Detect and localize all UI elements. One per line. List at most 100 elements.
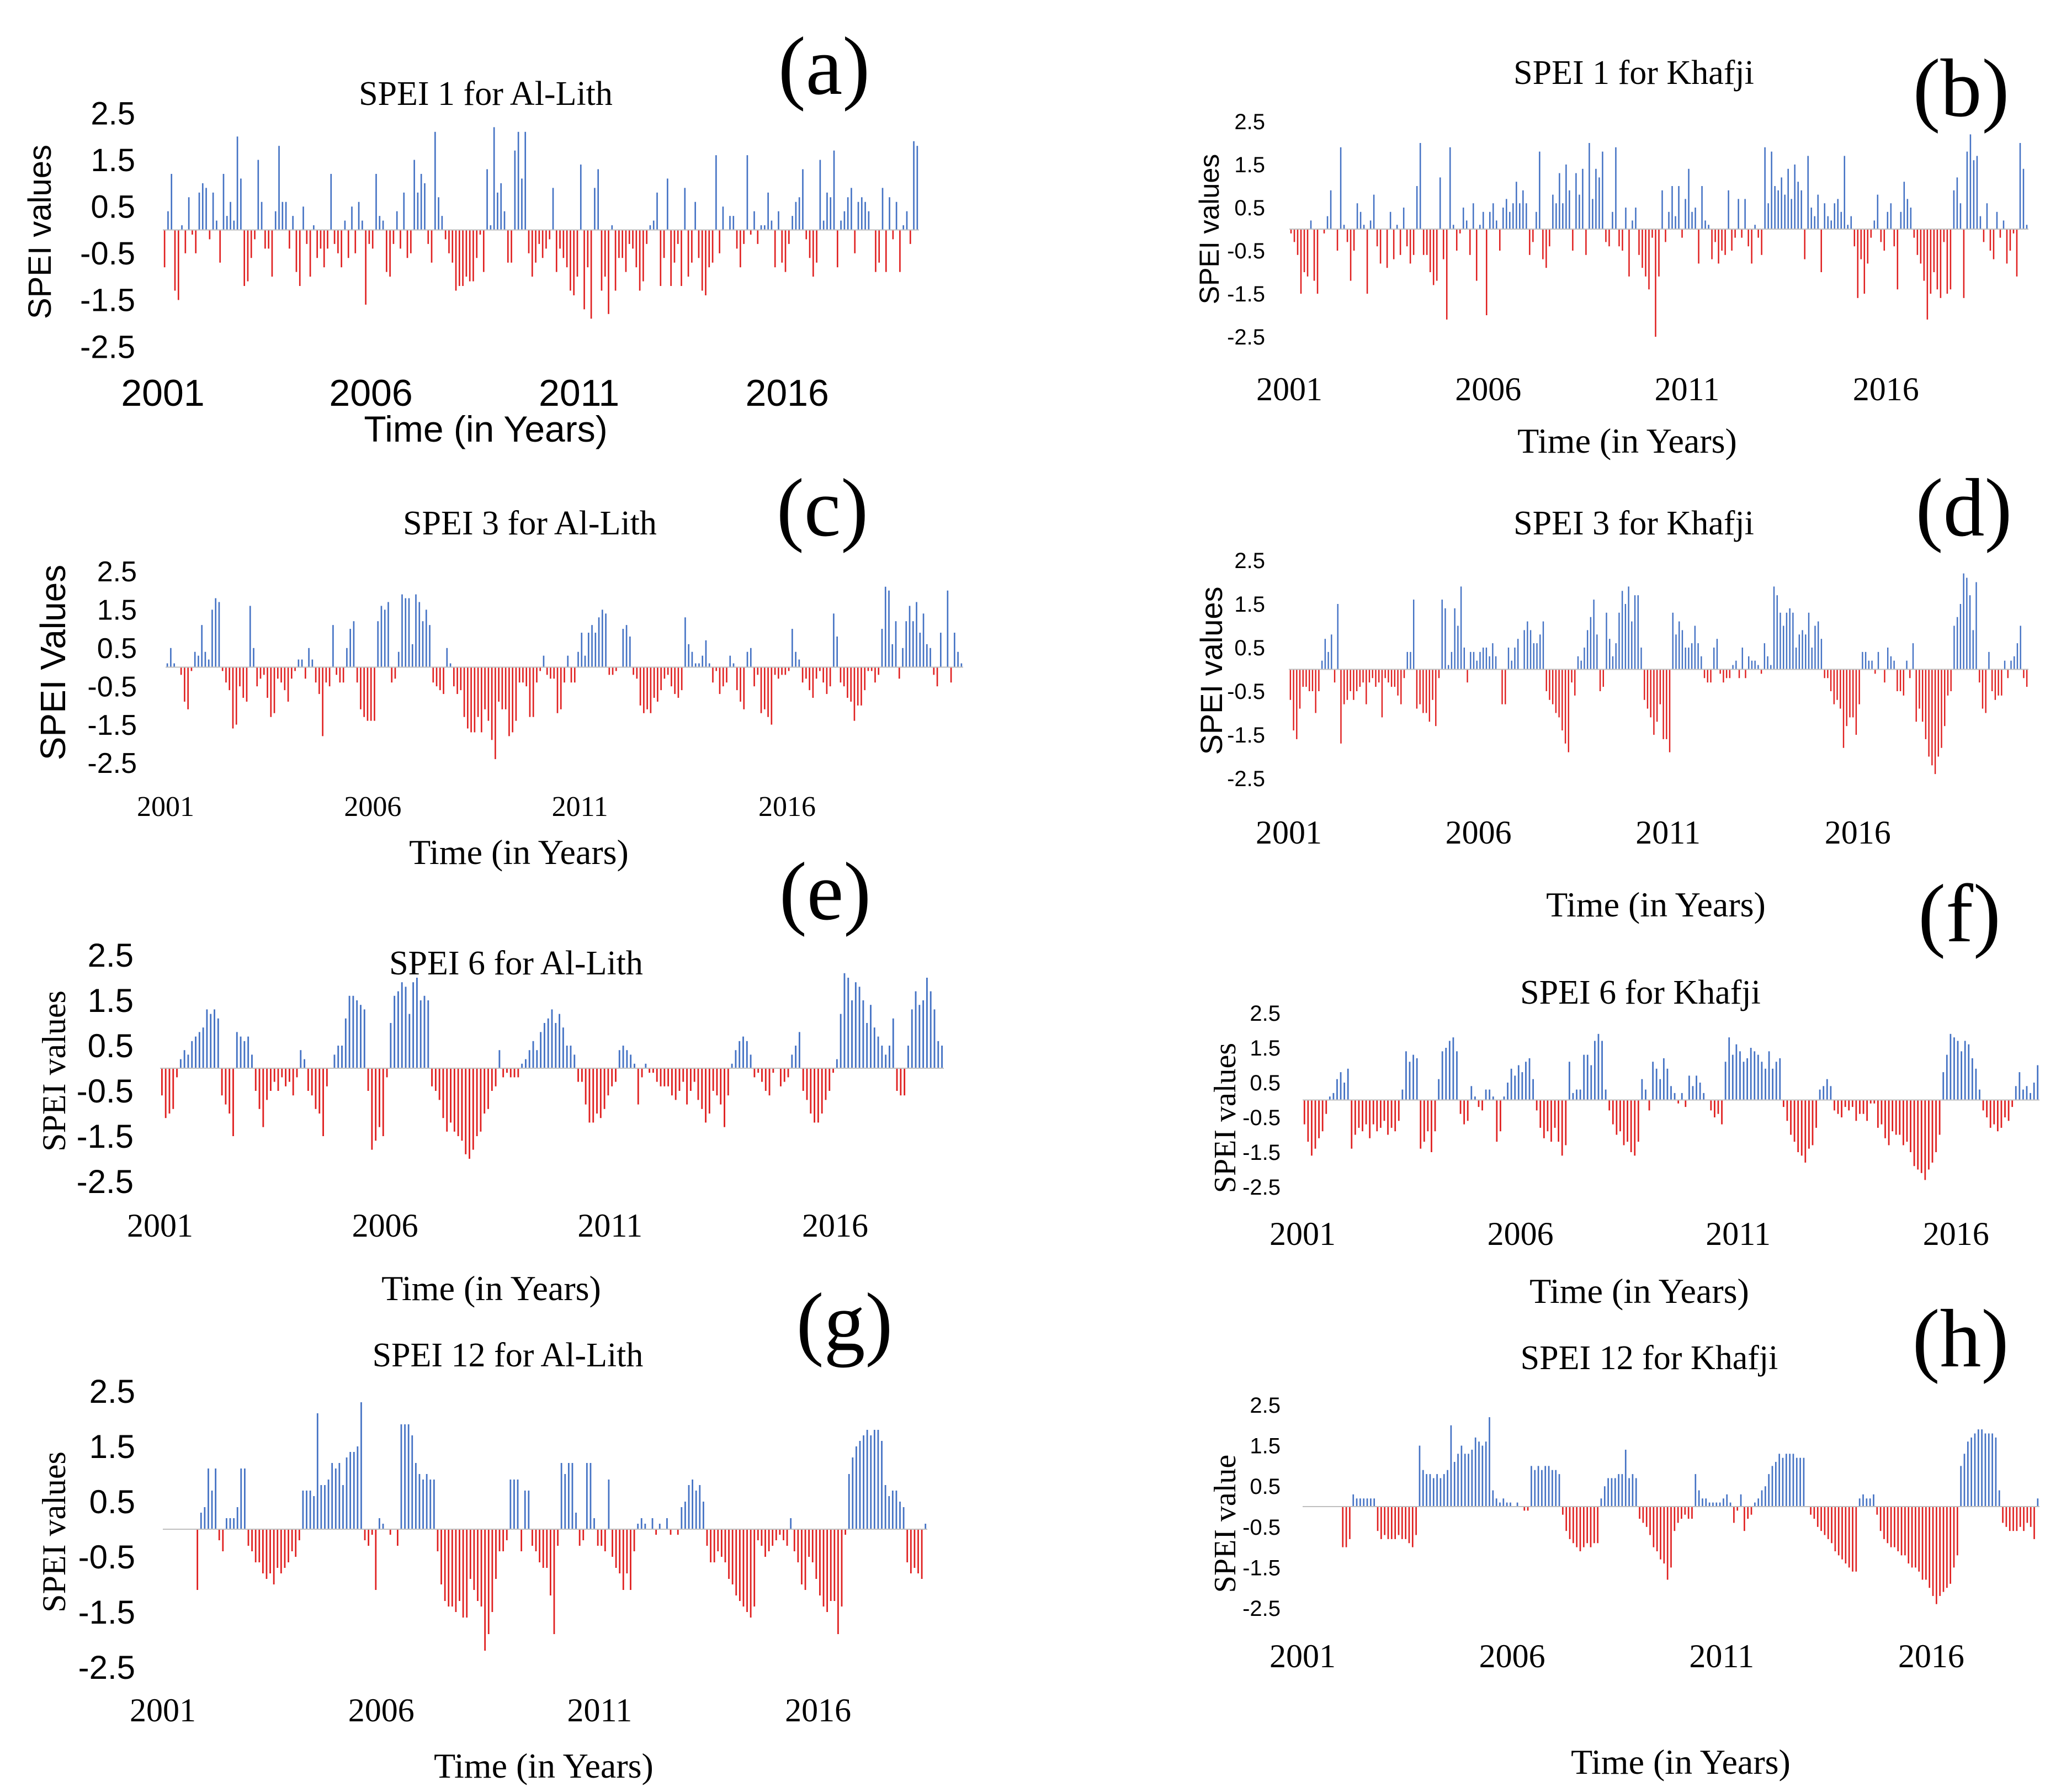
positive-bar bbox=[658, 1524, 661, 1529]
x-axis-title: Time (in Years) bbox=[1529, 1271, 1749, 1311]
positive-bar bbox=[564, 1474, 566, 1529]
negative-bar bbox=[783, 1068, 785, 1082]
positive-bar bbox=[1794, 165, 1796, 229]
negative-bar bbox=[389, 230, 391, 277]
positive-bar bbox=[1779, 1058, 1781, 1100]
negative-bar bbox=[657, 667, 658, 702]
positive-bar bbox=[422, 1480, 424, 1529]
negative-bar bbox=[760, 667, 762, 713]
positive-bar bbox=[895, 1491, 897, 1529]
negative-bar bbox=[1989, 1100, 1991, 1128]
positive-bar bbox=[415, 594, 417, 667]
y-tick-label: 2.5 bbox=[91, 96, 135, 131]
positive-bar bbox=[833, 150, 835, 230]
positive-bar bbox=[166, 663, 168, 667]
negative-bar bbox=[670, 1529, 672, 1535]
positive-bar bbox=[1572, 1093, 1574, 1100]
negative-bar bbox=[671, 1068, 673, 1096]
negative-bar bbox=[809, 667, 810, 691]
negative-bar bbox=[711, 230, 714, 263]
negative-bar bbox=[309, 230, 311, 277]
positive-bar bbox=[2037, 1498, 2039, 1507]
negative-bar bbox=[435, 667, 438, 687]
positive-bar bbox=[1534, 1470, 1536, 1507]
positive-bar bbox=[490, 225, 492, 230]
negative-bar bbox=[1928, 669, 1930, 757]
negative-bar bbox=[1725, 669, 1728, 678]
positive-bar bbox=[1814, 216, 1815, 229]
negative-bar bbox=[453, 1068, 455, 1132]
negative-bar bbox=[1859, 1100, 1861, 1114]
negative-bar bbox=[229, 1068, 231, 1114]
negative-bar bbox=[1394, 1100, 1396, 1132]
negative-bar bbox=[1399, 229, 1401, 255]
positive-bar bbox=[1516, 182, 1517, 229]
positive-bar bbox=[1606, 612, 1607, 670]
positive-bar bbox=[695, 1491, 697, 1529]
positive-bar bbox=[1963, 573, 1964, 670]
negative-bar bbox=[771, 667, 773, 725]
negative-bar bbox=[673, 230, 676, 263]
negative-bar bbox=[258, 1068, 261, 1109]
negative-bar bbox=[306, 230, 308, 244]
negative-bar bbox=[465, 230, 468, 277]
negative-bar bbox=[1733, 1507, 1735, 1523]
negative-bar bbox=[740, 230, 741, 268]
negative-bar bbox=[262, 1529, 264, 1573]
positive-bar bbox=[570, 1046, 572, 1068]
positive-bar bbox=[422, 621, 424, 667]
positive-bar bbox=[1343, 225, 1345, 229]
negative-bar bbox=[1658, 229, 1660, 277]
positive-bar bbox=[1637, 595, 1639, 670]
positive-bar bbox=[446, 648, 448, 667]
positive-bar bbox=[1698, 1490, 1700, 1507]
negative-bar bbox=[832, 1068, 834, 1073]
positive-bar bbox=[1910, 208, 1912, 229]
positive-bar bbox=[702, 655, 704, 667]
positive-bar bbox=[1509, 211, 1511, 229]
negative-bar bbox=[1852, 1507, 1853, 1572]
positive-bar bbox=[1539, 634, 1541, 670]
negative-bar bbox=[2007, 669, 2009, 678]
negative-bar bbox=[470, 667, 472, 733]
negative-bar bbox=[559, 230, 561, 249]
positive-bar bbox=[795, 202, 797, 230]
y-axis-title: SPEI value bbox=[1208, 1455, 1242, 1593]
negative-bar bbox=[1793, 1100, 1796, 1142]
positive-bar bbox=[1977, 1429, 1979, 1507]
positive-bar bbox=[1485, 1089, 1487, 1100]
negative-bar bbox=[726, 667, 727, 683]
negative-bar bbox=[1893, 229, 1895, 247]
positive-bar bbox=[517, 131, 519, 230]
positive-bar bbox=[1712, 1502, 1714, 1507]
positive-bar bbox=[1555, 203, 1557, 229]
positive-bar bbox=[907, 1046, 909, 1068]
negative-bar bbox=[269, 1529, 271, 1573]
negative-bar bbox=[1569, 1507, 1571, 1539]
negative-bar bbox=[487, 1068, 489, 1109]
negative-bar bbox=[322, 1068, 324, 1136]
negative-bar bbox=[1944, 669, 1946, 727]
positive-bar bbox=[573, 1054, 576, 1068]
positive-bar bbox=[426, 1474, 428, 1529]
positive-bar bbox=[941, 1046, 943, 1068]
negative-bar bbox=[375, 1529, 377, 1590]
positive-bar bbox=[1590, 617, 1592, 670]
negative-bar bbox=[517, 1068, 519, 1078]
positive-bar bbox=[2033, 1083, 2035, 1100]
positive-bar bbox=[1460, 586, 1462, 670]
positive-bar bbox=[1840, 211, 1842, 229]
positive-bar bbox=[1336, 1079, 1338, 1100]
negative-bar bbox=[2026, 669, 2028, 687]
negative-bar bbox=[625, 230, 627, 272]
bar-series bbox=[161, 973, 943, 1159]
positive-bar bbox=[2018, 1072, 2021, 1100]
negative-bar bbox=[320, 230, 322, 249]
negative-bar bbox=[184, 667, 185, 702]
negative-bar bbox=[1416, 669, 1418, 709]
negative-bar bbox=[1731, 229, 1733, 251]
negative-bar bbox=[646, 667, 648, 709]
positive-bar bbox=[692, 1480, 693, 1529]
negative-bar bbox=[187, 667, 189, 709]
negative-bar bbox=[1467, 1100, 1469, 1121]
